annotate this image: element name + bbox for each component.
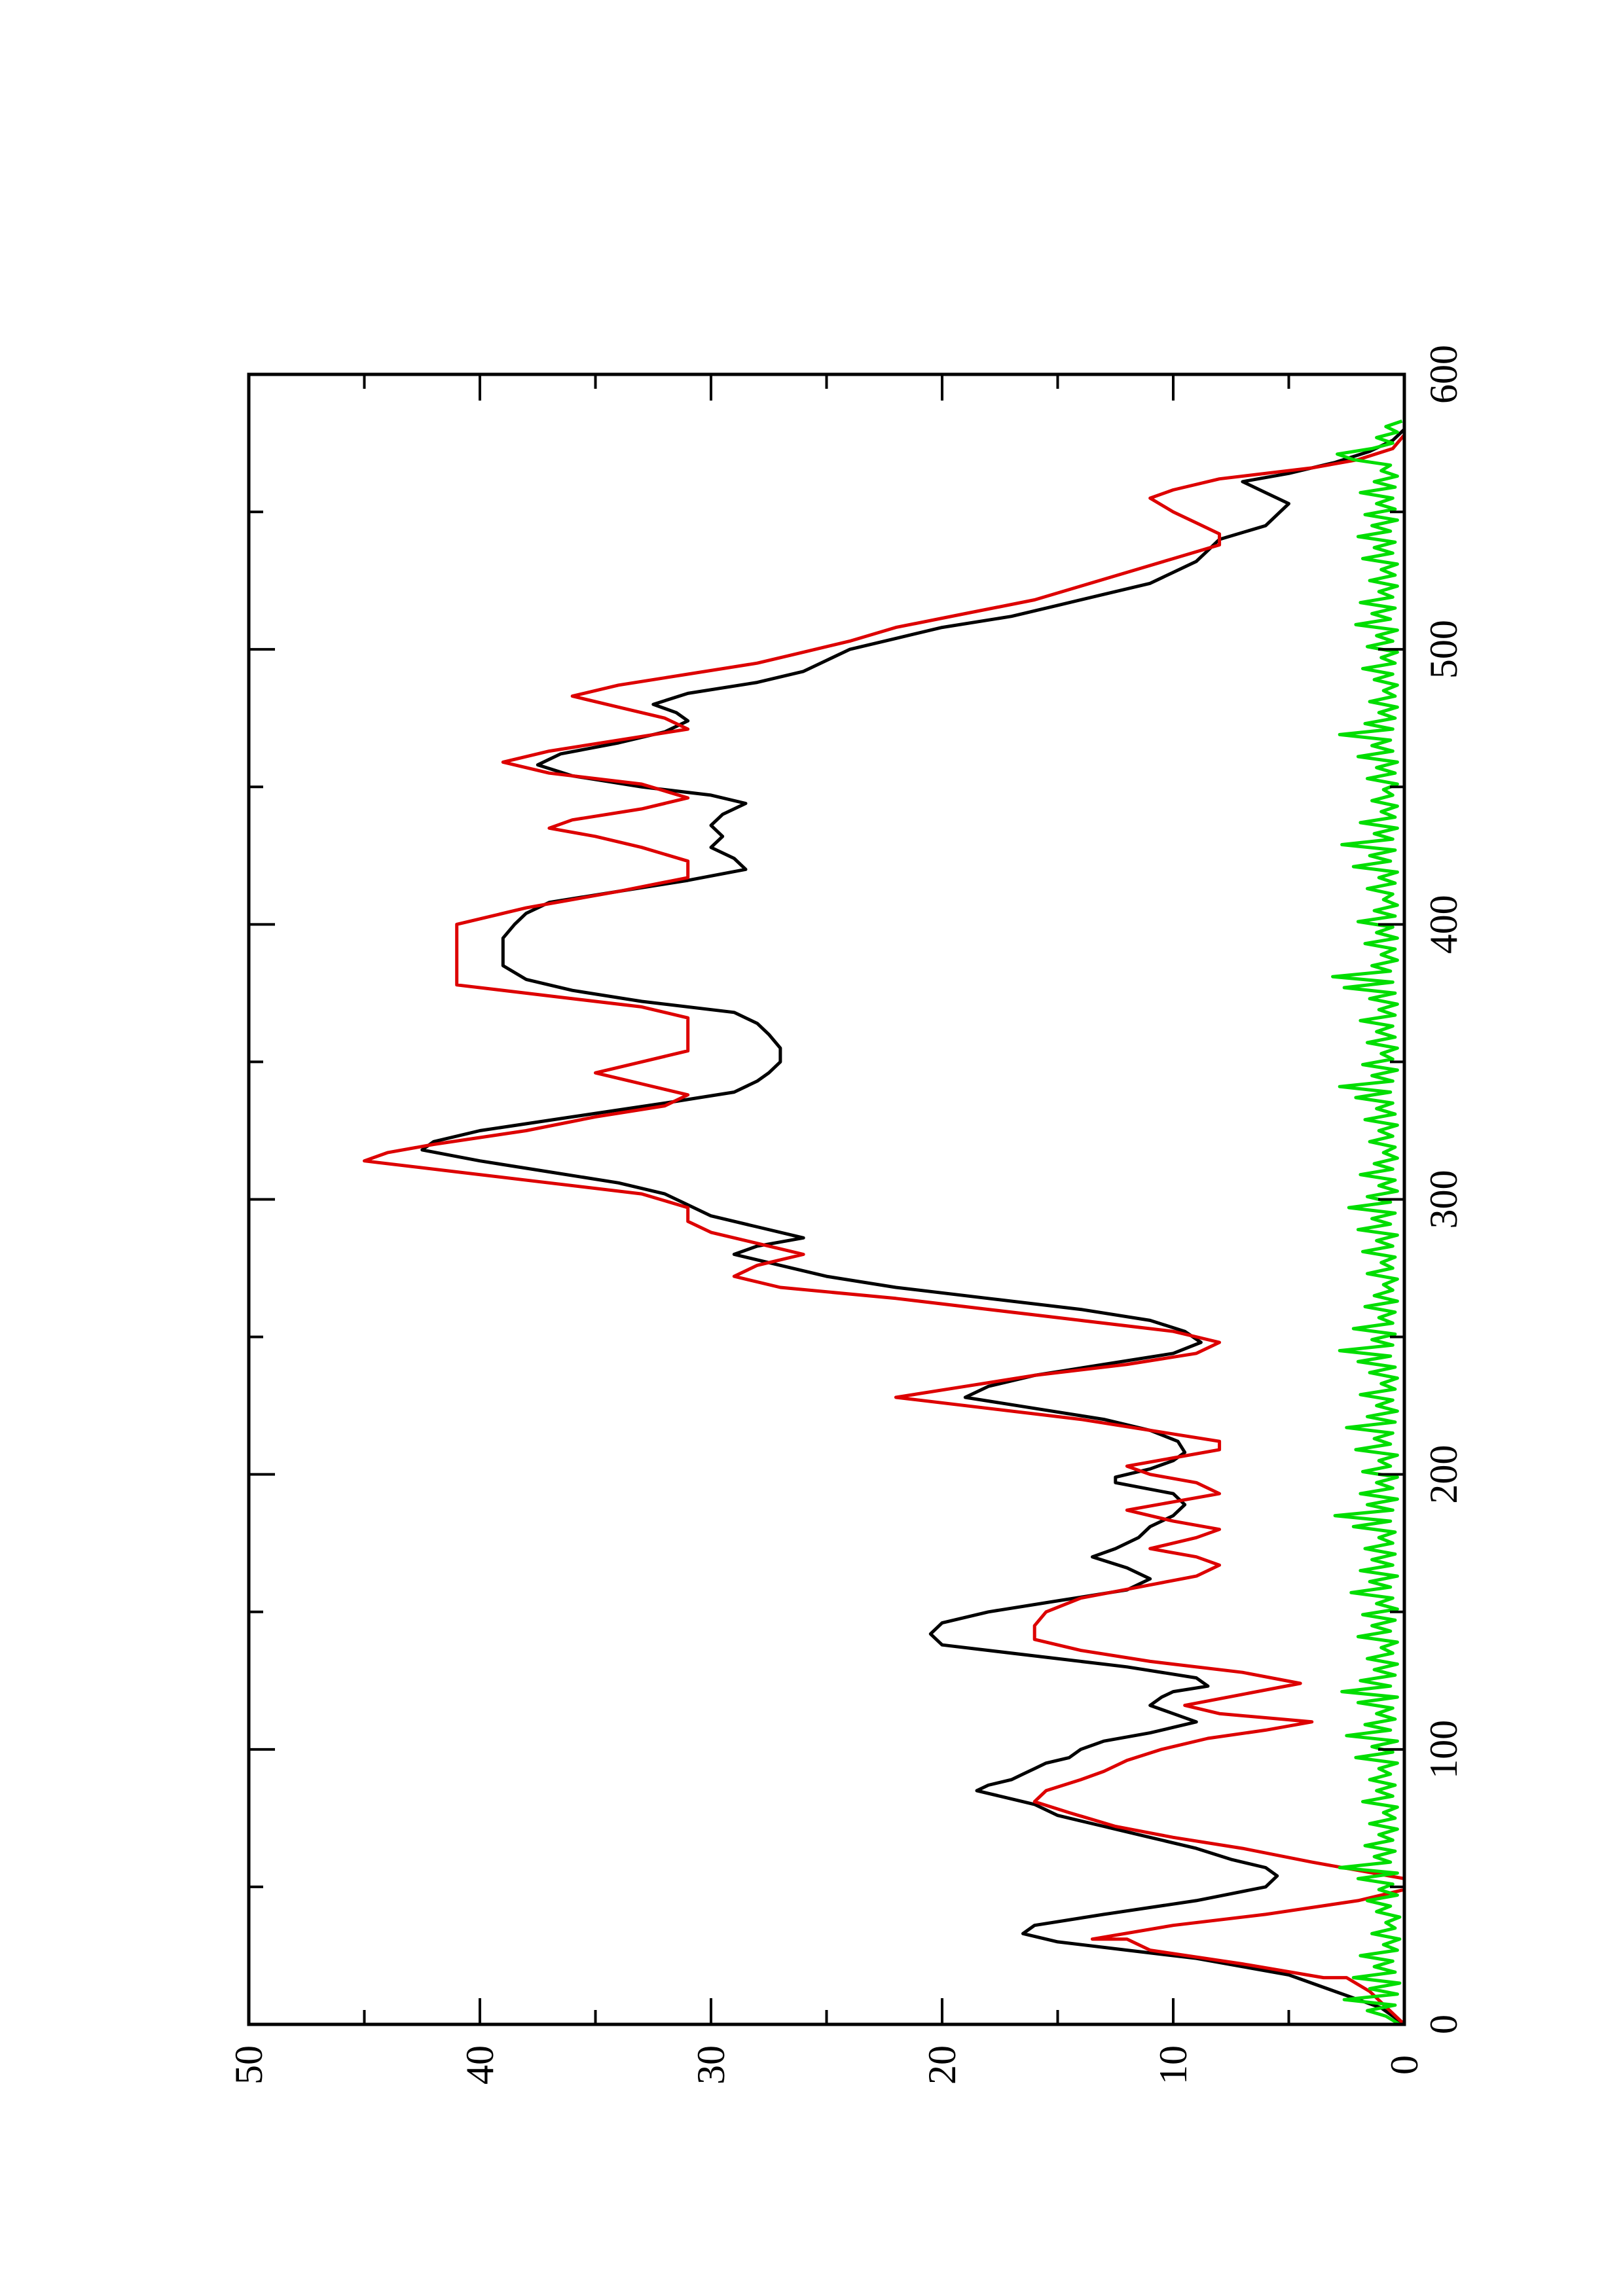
- series-line-1: [420, 428, 1406, 2026]
- x-tick-label: 100: [1422, 1720, 1465, 1779]
- y-tick-label: 10: [1152, 2045, 1195, 2085]
- x-tick-label: 600: [1422, 345, 1465, 404]
- plot-frame: [247, 372, 1406, 2026]
- x-tick-label: 400: [1422, 895, 1465, 954]
- y-tick-label: 30: [689, 2045, 733, 2085]
- series-line-3: [1331, 420, 1403, 2026]
- series-line-2: [363, 433, 1406, 2026]
- series-layer: [363, 420, 1406, 2026]
- tick-layer: [247, 373, 1406, 2026]
- label-layer: 0 100 200 300 400 500 600 0 10 20 30 40 50: [227, 345, 1465, 2085]
- y-tick-label: 40: [458, 2045, 501, 2085]
- y-tick-label: 20: [921, 2045, 964, 2085]
- y-tick-label: 50: [227, 2045, 270, 2085]
- x-tick-label: 500: [1422, 620, 1465, 679]
- x-tick-label: 0: [1422, 2015, 1465, 2034]
- x-tick-label: 300: [1422, 1170, 1465, 1229]
- y-tick-label: 0: [1383, 2055, 1426, 2075]
- x-tick-label: 200: [1422, 1445, 1465, 1504]
